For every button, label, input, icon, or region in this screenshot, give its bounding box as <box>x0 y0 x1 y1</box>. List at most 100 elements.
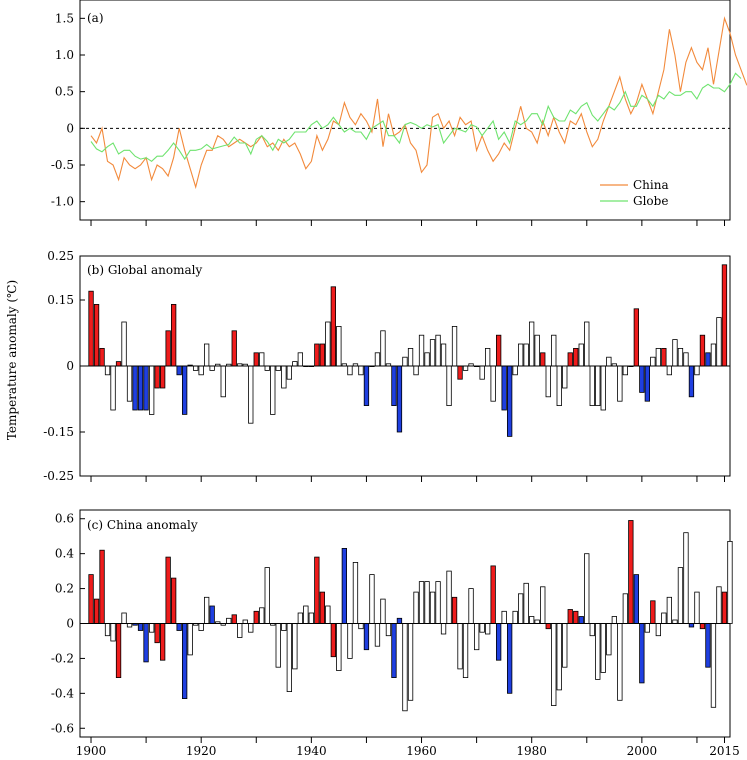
bar <box>314 343 320 367</box>
bar <box>529 321 535 367</box>
bar <box>358 365 364 376</box>
bar <box>661 612 667 624</box>
bar <box>666 365 672 376</box>
bar <box>672 339 678 367</box>
bar <box>363 623 370 651</box>
bar <box>545 365 551 398</box>
bar <box>308 612 315 624</box>
bar <box>457 623 463 670</box>
panel-b: (b) Global anomaly -0.25 -0.15 0 0.15 0.25 <box>43 249 731 483</box>
bar <box>633 574 639 624</box>
bar <box>314 556 320 624</box>
bar <box>99 549 105 624</box>
bar <box>126 623 133 628</box>
bar <box>165 330 171 367</box>
y-tick-label: 0 <box>66 121 74 135</box>
bar <box>407 347 414 367</box>
bar <box>358 623 364 630</box>
bar <box>677 347 684 367</box>
bar <box>694 365 700 376</box>
legend-china-label: China <box>633 178 669 192</box>
bar <box>495 334 502 367</box>
bar <box>402 356 408 367</box>
bar <box>170 577 177 624</box>
bar <box>380 598 386 624</box>
bar <box>683 352 689 367</box>
bar <box>523 582 529 624</box>
y-tick-label: -0.4 <box>51 686 75 700</box>
bar <box>248 623 254 633</box>
bar <box>661 347 667 367</box>
bar <box>545 623 551 630</box>
bar <box>187 623 193 656</box>
bar <box>435 334 441 367</box>
bar <box>506 365 513 437</box>
bar <box>231 330 237 367</box>
bar <box>209 365 215 371</box>
bar <box>380 330 386 367</box>
bar <box>688 365 695 398</box>
bar <box>495 623 502 661</box>
bar <box>110 365 116 411</box>
bar <box>341 548 348 624</box>
bar <box>281 365 287 389</box>
bar <box>529 616 535 624</box>
bar <box>93 598 100 624</box>
bar <box>330 623 337 658</box>
bar <box>512 610 518 624</box>
bar <box>137 365 144 411</box>
legend-globe-label: Globe <box>633 194 668 208</box>
bar <box>303 605 309 624</box>
bar <box>435 581 441 624</box>
bar <box>253 610 259 624</box>
bar <box>220 365 226 398</box>
y-tick-label: -0.15 <box>43 425 74 439</box>
bar <box>716 317 722 367</box>
x-tick-label: 1920 <box>186 744 217 758</box>
bar <box>363 365 370 406</box>
y-tick-label: 0.5 <box>55 85 74 99</box>
bar <box>110 623 116 642</box>
bar <box>115 623 122 678</box>
bar <box>551 334 557 367</box>
bar <box>639 365 645 393</box>
panel-a: (a) China Globe -1.0 -0.5 0 0.5 1.0 1.5 <box>51 0 747 226</box>
bar <box>126 365 133 402</box>
bar <box>270 365 276 415</box>
bar <box>396 617 403 624</box>
bar <box>286 623 293 692</box>
bar <box>677 567 684 624</box>
bar <box>699 334 706 367</box>
bar <box>99 347 105 367</box>
bar <box>584 321 590 367</box>
bar <box>264 365 270 371</box>
bar <box>490 365 496 402</box>
bar <box>198 623 204 631</box>
bar <box>473 623 480 651</box>
bar <box>710 623 717 708</box>
bar <box>181 623 188 699</box>
bar <box>595 623 601 680</box>
y-tick-label: -0.5 <box>51 158 74 172</box>
bar <box>137 623 144 631</box>
bar <box>688 623 695 628</box>
x-tick-label: 1940 <box>296 744 327 758</box>
y-tick-label: -0.2 <box>51 651 74 665</box>
bar <box>181 365 188 415</box>
bar <box>705 623 711 668</box>
bar <box>600 623 606 673</box>
bar <box>170 303 177 367</box>
bar <box>573 610 579 624</box>
bar <box>479 623 485 633</box>
bar <box>330 286 337 367</box>
bar <box>148 365 155 415</box>
y-tick-label: -1.0 <box>51 195 74 209</box>
bar <box>506 623 513 694</box>
y-tick-label: -0.25 <box>43 469 74 483</box>
panel-b-label: (b) Global anomaly <box>87 263 202 277</box>
bar <box>578 343 584 367</box>
bar <box>595 365 601 406</box>
bar <box>611 616 617 624</box>
bar <box>281 623 287 631</box>
bar <box>617 623 623 701</box>
